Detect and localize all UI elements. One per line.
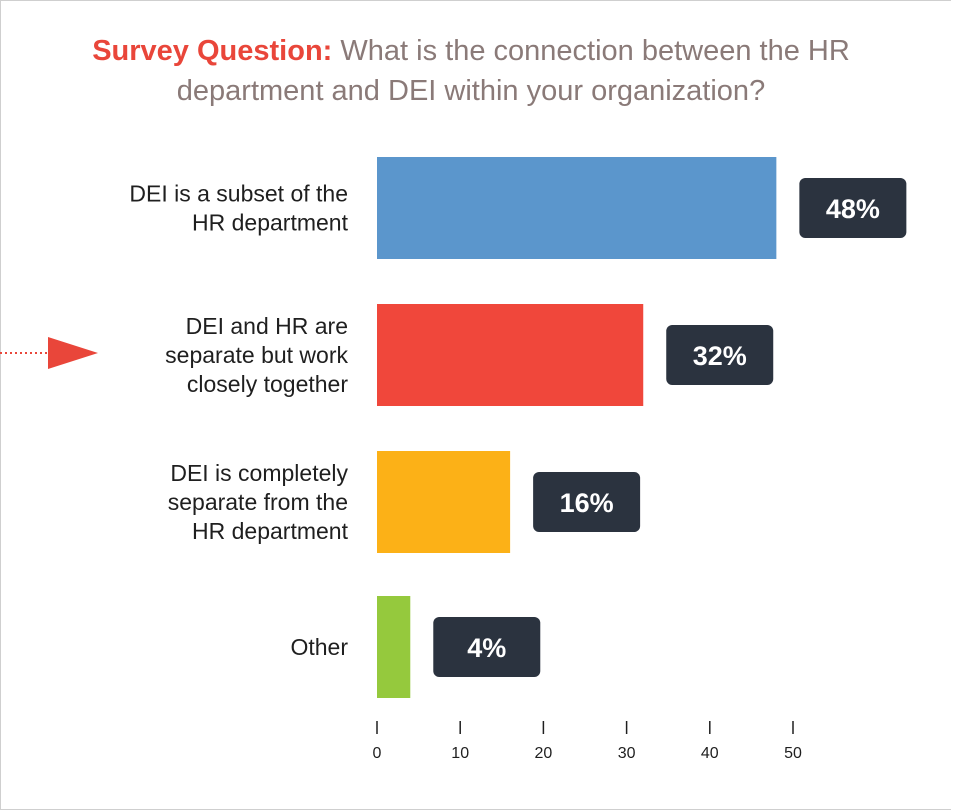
survey-question-text: What is the connection between the HR de… [176,35,850,107]
category-labels-group: DEI is a subset of the HR department DEI a… [129,181,348,661]
category-label-4: Other [290,634,348,660]
value-label-text: 16% [560,488,614,518]
x-axis: 0 10 20 30 40 50 [373,721,802,762]
bar-1 [377,157,777,259]
pointer-arrow-icon [48,337,98,369]
category-label-3: DEI is completely separate from the HR dep… [168,460,349,544]
bar-2 [377,304,644,406]
value-label-box [433,617,541,677]
value-label-2: 32% [666,325,774,385]
value-label-1: 48% [799,178,907,238]
value-label-text: 32% [693,341,747,371]
x-tick-label-40: 40 [701,745,719,762]
x-tick-label-0: 0 [373,745,382,762]
category-label-2: DEI and HR are separate but work closely t… [165,313,348,397]
bar-4 [377,596,411,698]
x-tick-label-50: 50 [784,745,802,762]
value-label-text: 4% [467,633,506,663]
x-tick-label-10: 10 [451,745,469,762]
bars-group [377,157,777,698]
bar-3 [377,451,511,553]
value-labels-group: 48% 32% 16% 4% [433,178,907,677]
x-tick-label-20: 20 [535,745,553,762]
x-tick-label-30: 30 [618,745,636,762]
category-label-1: DEI is a subset of the HR department [129,181,348,236]
value-label-box [533,472,641,532]
survey-question-lead: Survey Question: [92,35,333,67]
value-label-box [666,325,774,385]
value-label-3: 16% [533,472,641,532]
survey-question-title: Survey Question: What is the connection … [61,31,881,111]
highlight-pointer [0,337,98,369]
value-label-4: 4% [433,617,541,677]
value-label-text: 48% [826,194,880,224]
value-label-box [799,178,907,238]
